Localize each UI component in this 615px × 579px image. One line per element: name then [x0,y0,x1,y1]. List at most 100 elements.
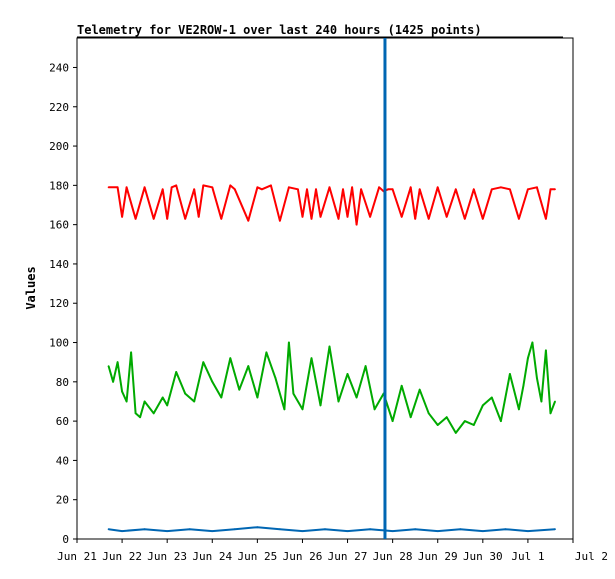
data-point [346,215,349,218]
data-point [500,186,502,189]
data-point [233,528,236,531]
plot-frame [76,37,574,540]
data-point [554,400,556,403]
data-point [112,380,114,383]
data-point [319,404,322,407]
y-tick-label: 80 [56,376,69,389]
data-point [107,528,110,531]
data-point [346,373,349,375]
x-tick-label: Jun 30 [463,550,503,563]
data-point [536,377,538,379]
data-point [256,526,259,529]
data-point [373,408,376,411]
data-point [355,223,358,226]
data-point [170,186,173,189]
series-line [107,341,556,434]
data-point [364,365,367,367]
data-point [400,384,403,387]
data-point [427,412,430,415]
data-point [436,424,439,426]
data-point [436,530,439,532]
data-point [414,217,417,220]
data-point [288,341,290,344]
data-point [414,528,417,531]
data-point [391,530,394,532]
data-point [261,188,263,191]
data-point [202,361,205,364]
data-point [161,188,164,191]
data-point [490,188,493,191]
data-point [121,390,123,393]
data-point [233,373,236,375]
data-point [107,186,110,189]
series-0 [107,184,556,226]
data-point [121,530,123,532]
data-point [270,184,272,187]
data-point [193,188,196,191]
data-point [360,188,362,191]
data-point [454,432,457,434]
data-point [256,186,259,189]
data-point [472,424,475,426]
data-point [545,349,547,352]
y-tick-label: 180 [49,179,69,192]
data-point [265,351,268,354]
data-point [310,357,313,360]
data-point [545,217,547,220]
data-point [418,388,421,391]
data-point [143,528,146,531]
data-point [107,365,110,367]
data-point [549,188,552,191]
data-point [472,188,475,191]
data-point [337,400,340,403]
data-point [292,392,295,395]
data-point [328,186,331,189]
data-point [418,188,421,191]
data-point [175,184,178,187]
data-point [188,528,191,531]
data-point [481,404,484,407]
data-point [463,420,466,422]
data-point [247,219,250,222]
data-point [504,528,507,531]
data-point [161,396,164,399]
data-point [166,404,169,407]
x-tick-label: Jun 23 [147,550,187,563]
data-point [301,530,304,532]
data-point [531,341,534,344]
data-point [554,528,556,531]
data-point [220,396,223,399]
data-point [288,186,290,189]
data-point [197,215,200,218]
data-point [554,188,556,191]
data-point [342,188,344,191]
data-point [400,215,403,218]
data-point [184,217,187,220]
series-1 [107,341,556,434]
series-line [108,526,556,533]
data-point [509,373,511,375]
data-point [283,408,286,411]
data-point [233,188,236,191]
data-point [211,380,214,383]
data-point [301,215,304,218]
y-tick-label: 120 [49,297,69,310]
data-point [346,530,349,532]
data-point [445,416,448,419]
data-point [184,392,187,395]
y-tick-label: 60 [56,415,69,428]
data-point [369,528,371,531]
data-point [351,186,353,189]
data-point [279,219,281,222]
series-layer [107,184,556,533]
data-point [409,186,412,189]
y-tick-label: 140 [49,258,69,271]
y-tick-label: 240 [49,61,69,74]
x-tick-label: Jul 1 [511,550,544,563]
series-2 [107,526,556,533]
data-point [328,345,331,348]
data-point [527,530,529,532]
y-axis-label: Values [24,266,38,309]
data-point [540,400,543,403]
